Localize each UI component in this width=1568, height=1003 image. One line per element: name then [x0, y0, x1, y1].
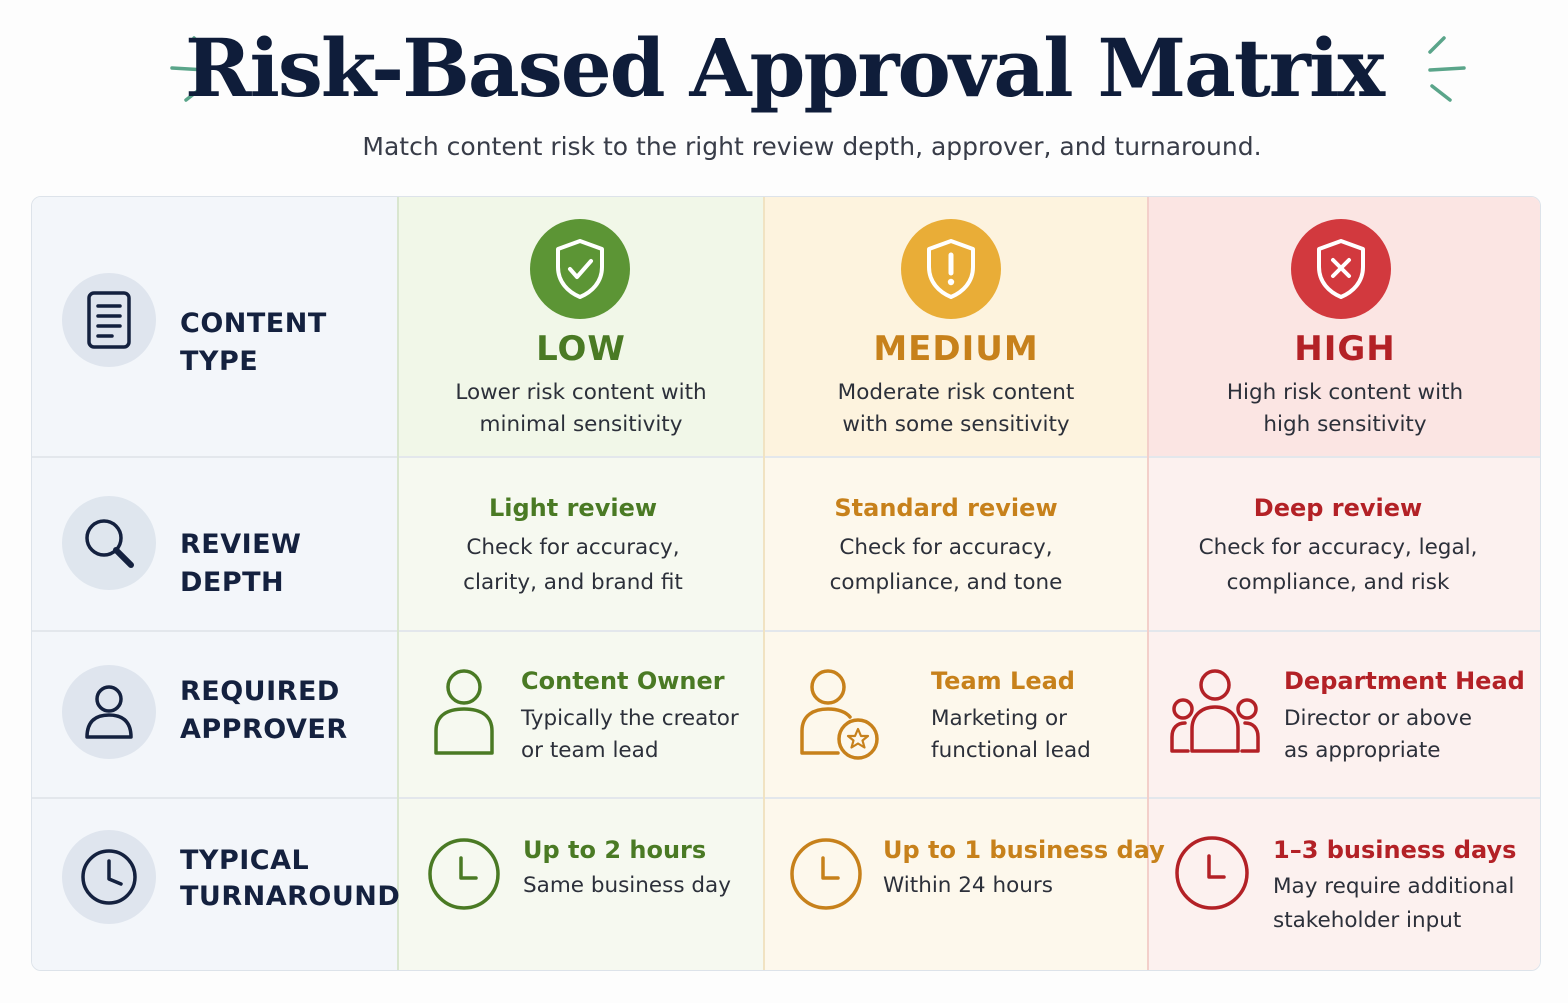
- approver-description: Typically the creator or team lead: [521, 706, 739, 763]
- row-label-text: REVIEW DEPTH: [180, 529, 302, 598]
- turnaround-title: Up to 1 business day: [883, 836, 1165, 864]
- review-depth-high: Deep review Check for accuracy, legal, c…: [1148, 456, 1528, 631]
- approver-low: Content Owner Typically the creator or t…: [398, 631, 764, 797]
- high-column: [1148, 197, 1540, 970]
- sparkle-right-icon: [1428, 36, 1466, 102]
- level-description-low: Lower risk content with minimal sensitiv…: [455, 380, 707, 437]
- column-divider: [1147, 197, 1149, 970]
- approver-medium: Team Lead Marketing or functional lead: [764, 631, 1148, 797]
- column-divider: [397, 197, 399, 970]
- level-name-medium: MEDIUM: [873, 329, 1039, 369]
- clock-icon: [428, 838, 500, 910]
- clock-icon: [1175, 836, 1249, 910]
- clock-icon: [62, 830, 156, 924]
- review-description: Check for accuracy, clarity, and brand f…: [463, 535, 683, 595]
- turnaround-title: Up to 2 hours: [523, 836, 707, 864]
- level-name-high: HIGH: [1294, 329, 1396, 369]
- search-icon: [62, 496, 156, 590]
- row-label-content-type: CONTENT TYPE: [32, 197, 398, 456]
- shield-exclamation-icon: [901, 219, 1001, 319]
- level-header-high: HIGH High risk content with high sensiti…: [1148, 197, 1540, 456]
- document-icon: [62, 273, 156, 367]
- turnaround-description: May require additional stakeholder input: [1273, 874, 1515, 933]
- row-divider: [32, 797, 1540, 799]
- row-divider: [32, 456, 1540, 458]
- column-divider: [763, 197, 765, 970]
- level-description-high: High risk content with high sensitivity: [1226, 380, 1464, 437]
- level-description-medium: Moderate risk content with some sensitiv…: [837, 380, 1075, 437]
- clock-icon: [790, 838, 862, 910]
- review-description: Check for accuracy, legal, compliance, a…: [1198, 535, 1478, 595]
- review-depth-medium: Standard review Check for accuracy, comp…: [764, 456, 1128, 631]
- review-title: Light review: [488, 494, 658, 522]
- row-label-required-approver: REQUIRED APPROVER: [32, 631, 398, 797]
- turnaround-description: Same business day: [523, 873, 731, 898]
- row-label-typical-turnaround: TYPICAL TURNAROUND: [32, 798, 401, 970]
- approver-description: Marketing or functional lead: [931, 706, 1091, 763]
- user-icon: [434, 669, 494, 755]
- row-label-text: APPROVER: [180, 714, 348, 745]
- turnaround-description: Within 24 hours: [883, 873, 1053, 898]
- row-label-text: CONTENT TYPE: [180, 308, 327, 377]
- user-star-icon: [800, 669, 879, 760]
- review-description: Check for accuracy, compliance, and tone: [829, 535, 1063, 595]
- review-title: Standard review: [834, 494, 1058, 522]
- turnaround-medium: Up to 1 business day Within 24 hours: [764, 798, 1165, 970]
- turnaround-high: 1–3 business days May require additional…: [1148, 798, 1540, 970]
- level-header-medium: MEDIUM Moderate risk content with some s…: [764, 197, 1148, 456]
- approval-matrix: CONTENT TYPE REVIEW DEPTH REQUIRED APPRO…: [31, 196, 1541, 971]
- page-subtitle: Match content risk to the right review d…: [362, 132, 1262, 161]
- review-title: Deep review: [1253, 494, 1423, 522]
- row-label-review-depth: REVIEW DEPTH: [32, 456, 398, 631]
- approver-description: Director or above as appropriate: [1284, 706, 1472, 763]
- level-header-low: LOW Lower risk content with minimal sens…: [398, 197, 764, 456]
- users-group-icon: [1170, 669, 1260, 753]
- shield-check-icon: [530, 219, 630, 319]
- review-depth-low: Light review Check for accuracy, clarity…: [398, 456, 748, 631]
- approver-title: Team Lead: [931, 667, 1075, 695]
- approver-title: Department Head: [1284, 667, 1525, 695]
- row-divider: [32, 630, 1540, 632]
- approver-high: Department Head Director or above as app…: [1148, 631, 1540, 797]
- approver-title: Content Owner: [521, 667, 725, 695]
- row-label-text: TURNAROUND: [180, 881, 401, 912]
- turnaround-title: 1–3 business days: [1273, 836, 1517, 864]
- user-icon: [62, 665, 156, 759]
- turnaround-low: Up to 2 hours Same business day: [398, 798, 764, 970]
- sparkle-left-icon: [170, 36, 210, 102]
- row-label-text: REQUIRED: [180, 676, 340, 707]
- shield-x-icon: [1291, 219, 1391, 319]
- row-label-text: TYPICAL: [180, 845, 310, 876]
- page-title: Risk-Based Approval Matrix: [184, 21, 1385, 115]
- level-name-low: LOW: [536, 329, 626, 369]
